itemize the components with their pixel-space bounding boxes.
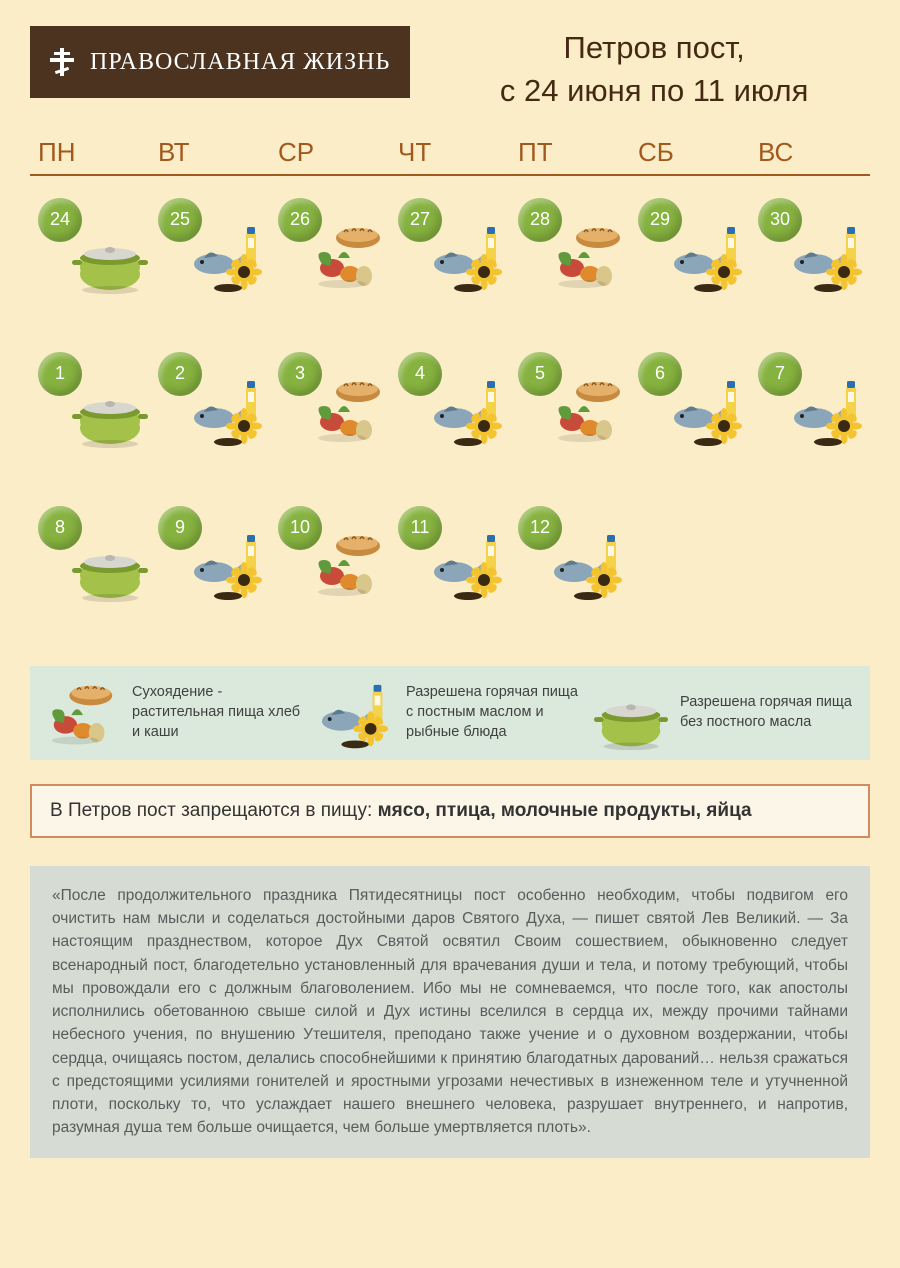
calendar-cell (750, 506, 870, 602)
prohibition-prefix: В Петров пост запрещаются в пищу: (50, 800, 378, 821)
calendar-cell: 29 (630, 198, 750, 294)
calendar-cell: 2 (150, 352, 270, 448)
fish-icon (190, 378, 270, 448)
calendar-cell: 5 (510, 352, 630, 448)
dry-icon (310, 378, 390, 448)
calendar-week: 89101112 (30, 506, 870, 602)
calendar-cell: 3 (270, 352, 390, 448)
fish-icon (430, 532, 510, 602)
fish-icon (190, 224, 270, 294)
calendar-cell: 10 (270, 506, 390, 602)
page-title: Петров пост, с 24 июня по 11 июля (438, 26, 870, 113)
dry-icon (44, 682, 122, 744)
calendar-cell: 30 (750, 198, 870, 294)
calendar-week: 1234567 (30, 352, 870, 448)
calendar-cell: 9 (150, 506, 270, 602)
header: ПРАВОСЛАВНАЯ ЖИЗНЬ Петров пост, с 24 июн… (30, 26, 870, 113)
calendar-cell: 8 (30, 506, 150, 602)
quote-text: «После продолжительного праздника Пятиде… (52, 887, 848, 1137)
legend-text: Разрешена горячая пища с постным маслом … (406, 683, 582, 742)
legend-item: Сухоядение - растительная пища хлеб и ка… (44, 682, 308, 744)
legend-item: Разрешена горячая пища без постного масл… (592, 682, 856, 744)
dry-icon (550, 224, 630, 294)
calendar-week: 24252627282930 (30, 198, 870, 294)
fish-icon (790, 224, 870, 294)
calendar-cell: 11 (390, 506, 510, 602)
calendar-cell: 27 (390, 198, 510, 294)
fish-icon (550, 532, 630, 602)
pot-icon (592, 682, 670, 744)
day-header: ПТ (510, 137, 630, 176)
prohibition-items: мясо, птица, молочные продукты, яйца (378, 800, 752, 821)
pot-icon (70, 224, 150, 294)
day-header: ВС (750, 137, 870, 176)
calendar-cell: 25 (150, 198, 270, 294)
logo-box: ПРАВОСЛАВНАЯ ЖИЗНЬ (30, 26, 410, 98)
logo-icon (44, 44, 80, 80)
day-headers: ПНВТСРЧТПТСБВС (30, 137, 870, 176)
day-header: СБ (630, 137, 750, 176)
day-header: СР (270, 137, 390, 176)
quote-box: «После продолжительного праздника Пятиде… (30, 866, 870, 1158)
calendar-cell: 4 (390, 352, 510, 448)
calendar-cell: 12 (510, 506, 630, 602)
pot-icon (70, 532, 150, 602)
fish-icon (318, 682, 396, 744)
title-line-1: Петров пост, (438, 26, 870, 69)
calendar-cell: 7 (750, 352, 870, 448)
prohibition-box: В Петров пост запрещаются в пищу: мясо, … (30, 784, 870, 838)
calendar-cell: 24 (30, 198, 150, 294)
legend-text: Разрешена горячая пища без постного масл… (680, 693, 856, 732)
calendar-cell: 1 (30, 352, 150, 448)
fish-icon (430, 224, 510, 294)
legend: Сухоядение - растительная пища хлеб и ка… (30, 666, 870, 760)
legend-item: Разрешена горячая пища с постным маслом … (318, 682, 582, 744)
calendar-cell: 6 (630, 352, 750, 448)
legend-text: Сухоядение - растительная пища хлеб и ка… (132, 683, 308, 742)
pot-icon (70, 378, 150, 448)
fish-icon (430, 378, 510, 448)
fish-icon (790, 378, 870, 448)
fish-icon (190, 532, 270, 602)
logo-text: ПРАВОСЛАВНАЯ ЖИЗНЬ (90, 49, 390, 76)
day-header: ВТ (150, 137, 270, 176)
day-header: ПН (30, 137, 150, 176)
fish-icon (670, 378, 750, 448)
calendar-cell: 26 (270, 198, 390, 294)
calendar-cell: 28 (510, 198, 630, 294)
calendar-cell (630, 506, 750, 602)
dry-icon (550, 378, 630, 448)
fish-icon (670, 224, 750, 294)
dry-icon (310, 224, 390, 294)
day-header: ЧТ (390, 137, 510, 176)
dry-icon (310, 532, 390, 602)
calendar-weeks: 24252627282930123456789101112 (30, 198, 870, 602)
title-line-2: с 24 июня по 11 июля (438, 69, 870, 112)
